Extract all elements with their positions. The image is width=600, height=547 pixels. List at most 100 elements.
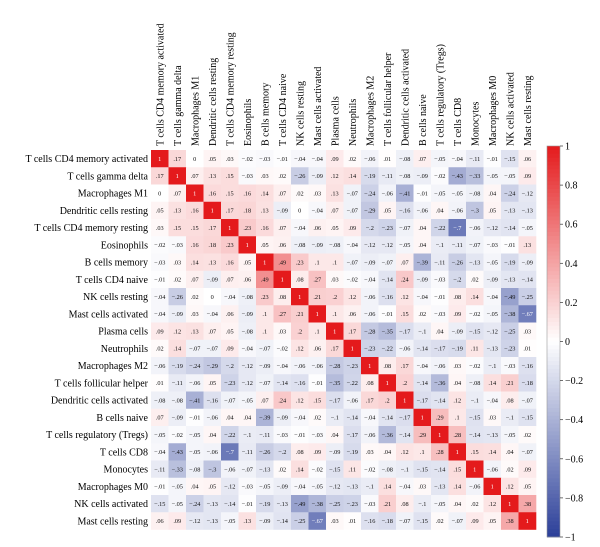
heatmap-cell — [256, 322, 274, 341]
heatmap-cell — [186, 495, 204, 513]
cell-value-label: 1 — [526, 518, 529, 525]
cell-value-label: −.09 — [207, 277, 218, 284]
heatmap-cell — [343, 408, 362, 427]
heatmap-cell — [221, 270, 239, 289]
cell-value-label: −.04 — [417, 294, 429, 301]
heatmap-cell — [308, 236, 327, 254]
heatmap-cell — [326, 219, 344, 237]
heatmap-cell — [466, 167, 484, 185]
cell-value-label: .17 — [401, 363, 409, 370]
column-label: Eosinophils — [243, 99, 254, 146]
heatmap-cell — [256, 167, 274, 185]
cell-value-label: −.1 — [506, 415, 514, 422]
cell-value-label: −.05 — [312, 484, 323, 491]
heatmap-cell — [378, 219, 397, 237]
heatmap-cell — [203, 443, 222, 461]
colorbar-segment — [547, 325, 560, 331]
cell-value-label: −.33 — [172, 466, 183, 473]
cell-value-label: −.03 — [259, 156, 270, 163]
cell-value-label: −.07 — [242, 466, 253, 473]
cell-value-label: .23 — [296, 259, 304, 266]
heatmap-cell — [203, 219, 222, 237]
cell-value-label: −.11 — [242, 449, 253, 456]
colorbar-tick-label: −0.4 — [565, 415, 583, 426]
column-label: T cells CD4 memory resting — [225, 32, 236, 146]
cell-value-label: 0 — [211, 294, 214, 301]
cell-value-label: .07 — [191, 277, 199, 284]
cell-value-label: −.05 — [259, 484, 270, 491]
cell-value-label: .03 — [313, 190, 321, 197]
heatmap-cell — [168, 270, 187, 289]
cell-value-label: .21 — [506, 380, 514, 387]
colorbar-tick-label: −0.8 — [565, 493, 583, 504]
heatmap-cell — [273, 288, 292, 306]
cell-value-label: −.01 — [242, 501, 253, 508]
heatmap-cell — [273, 443, 292, 461]
cell-value-label: −.02 — [172, 432, 183, 439]
heatmap-cell — [168, 357, 187, 375]
cell-value-label: .05 — [383, 208, 391, 215]
heatmap-cell — [448, 426, 467, 444]
colorbar-segment — [547, 447, 560, 452]
cell-value-label: −.25 — [294, 518, 305, 525]
heatmap-cell — [431, 150, 449, 168]
heatmap-cell — [518, 512, 537, 530]
heatmap-cell — [483, 495, 502, 513]
cell-value-label: .16 — [191, 242, 199, 249]
cell-value-label: −.11 — [172, 380, 183, 387]
heatmap-cell — [448, 477, 467, 496]
heatmap-cell — [256, 477, 274, 496]
heatmap-cell — [361, 477, 379, 496]
colorbar-segment — [547, 400, 560, 405]
heatmap-cell — [203, 253, 222, 272]
cell-value-label: 0 — [193, 156, 196, 163]
cell-value-label: −.04 — [312, 156, 324, 163]
heatmap-cell — [361, 495, 379, 513]
heatmap-cell — [151, 201, 169, 220]
cell-value-label: −.04 — [452, 156, 464, 163]
heatmap-cell — [396, 184, 414, 203]
heatmap-cell — [431, 339, 449, 358]
heatmap-cell — [501, 270, 519, 289]
cell-value-label: −.1 — [366, 484, 374, 491]
heatmap-cell — [518, 167, 537, 185]
colorbar-segment — [547, 404, 560, 409]
heatmap-cell — [238, 236, 257, 254]
heatmap-cell — [326, 408, 344, 427]
cell-value-label: −.03 — [242, 173, 253, 180]
cell-value-label: −.14 — [382, 277, 394, 284]
cell-value-label: −.05 — [224, 518, 235, 525]
colorbar-segment — [547, 161, 560, 166]
colorbar-segment — [547, 196, 560, 202]
cell-value-label: .02 — [523, 432, 531, 439]
cell-value-label: −.03 — [172, 242, 183, 249]
heatmap-cell — [413, 374, 432, 392]
heatmap-cell — [326, 167, 344, 185]
colorbar-segment — [547, 490, 560, 495]
heatmap-cell — [361, 184, 379, 203]
heatmap-cell — [501, 443, 519, 461]
cell-value-label: −.24 — [364, 190, 376, 197]
colorbar-segment — [547, 189, 560, 194]
cell-value-label: −.3 — [471, 208, 479, 215]
cell-value-label: .02 — [471, 277, 479, 284]
cell-value-label: .21 — [296, 311, 304, 318]
cell-value-label: −.23 — [504, 346, 515, 353]
heatmap-cell — [151, 374, 169, 392]
heatmap-cell — [466, 270, 484, 289]
cell-value-label: .17 — [348, 328, 356, 335]
cell-value-label: .2 — [332, 294, 337, 301]
colorbar-segment — [547, 341, 560, 346]
heatmap-cell — [361, 150, 379, 168]
heatmap-cell — [343, 426, 362, 444]
colorbar-segment — [547, 306, 560, 311]
heatmap-cell — [291, 339, 309, 358]
heatmap-cell — [448, 495, 467, 513]
cell-value-label: −.09 — [259, 363, 270, 370]
heatmap-cell — [466, 477, 484, 496]
cell-value-label: .24 — [278, 397, 287, 404]
cell-value-label: −.35 — [382, 328, 393, 335]
colorbar-tick-label: −0.6 — [565, 454, 583, 465]
cell-value-label: −.07 — [522, 449, 533, 456]
heatmap-cell — [378, 253, 397, 272]
